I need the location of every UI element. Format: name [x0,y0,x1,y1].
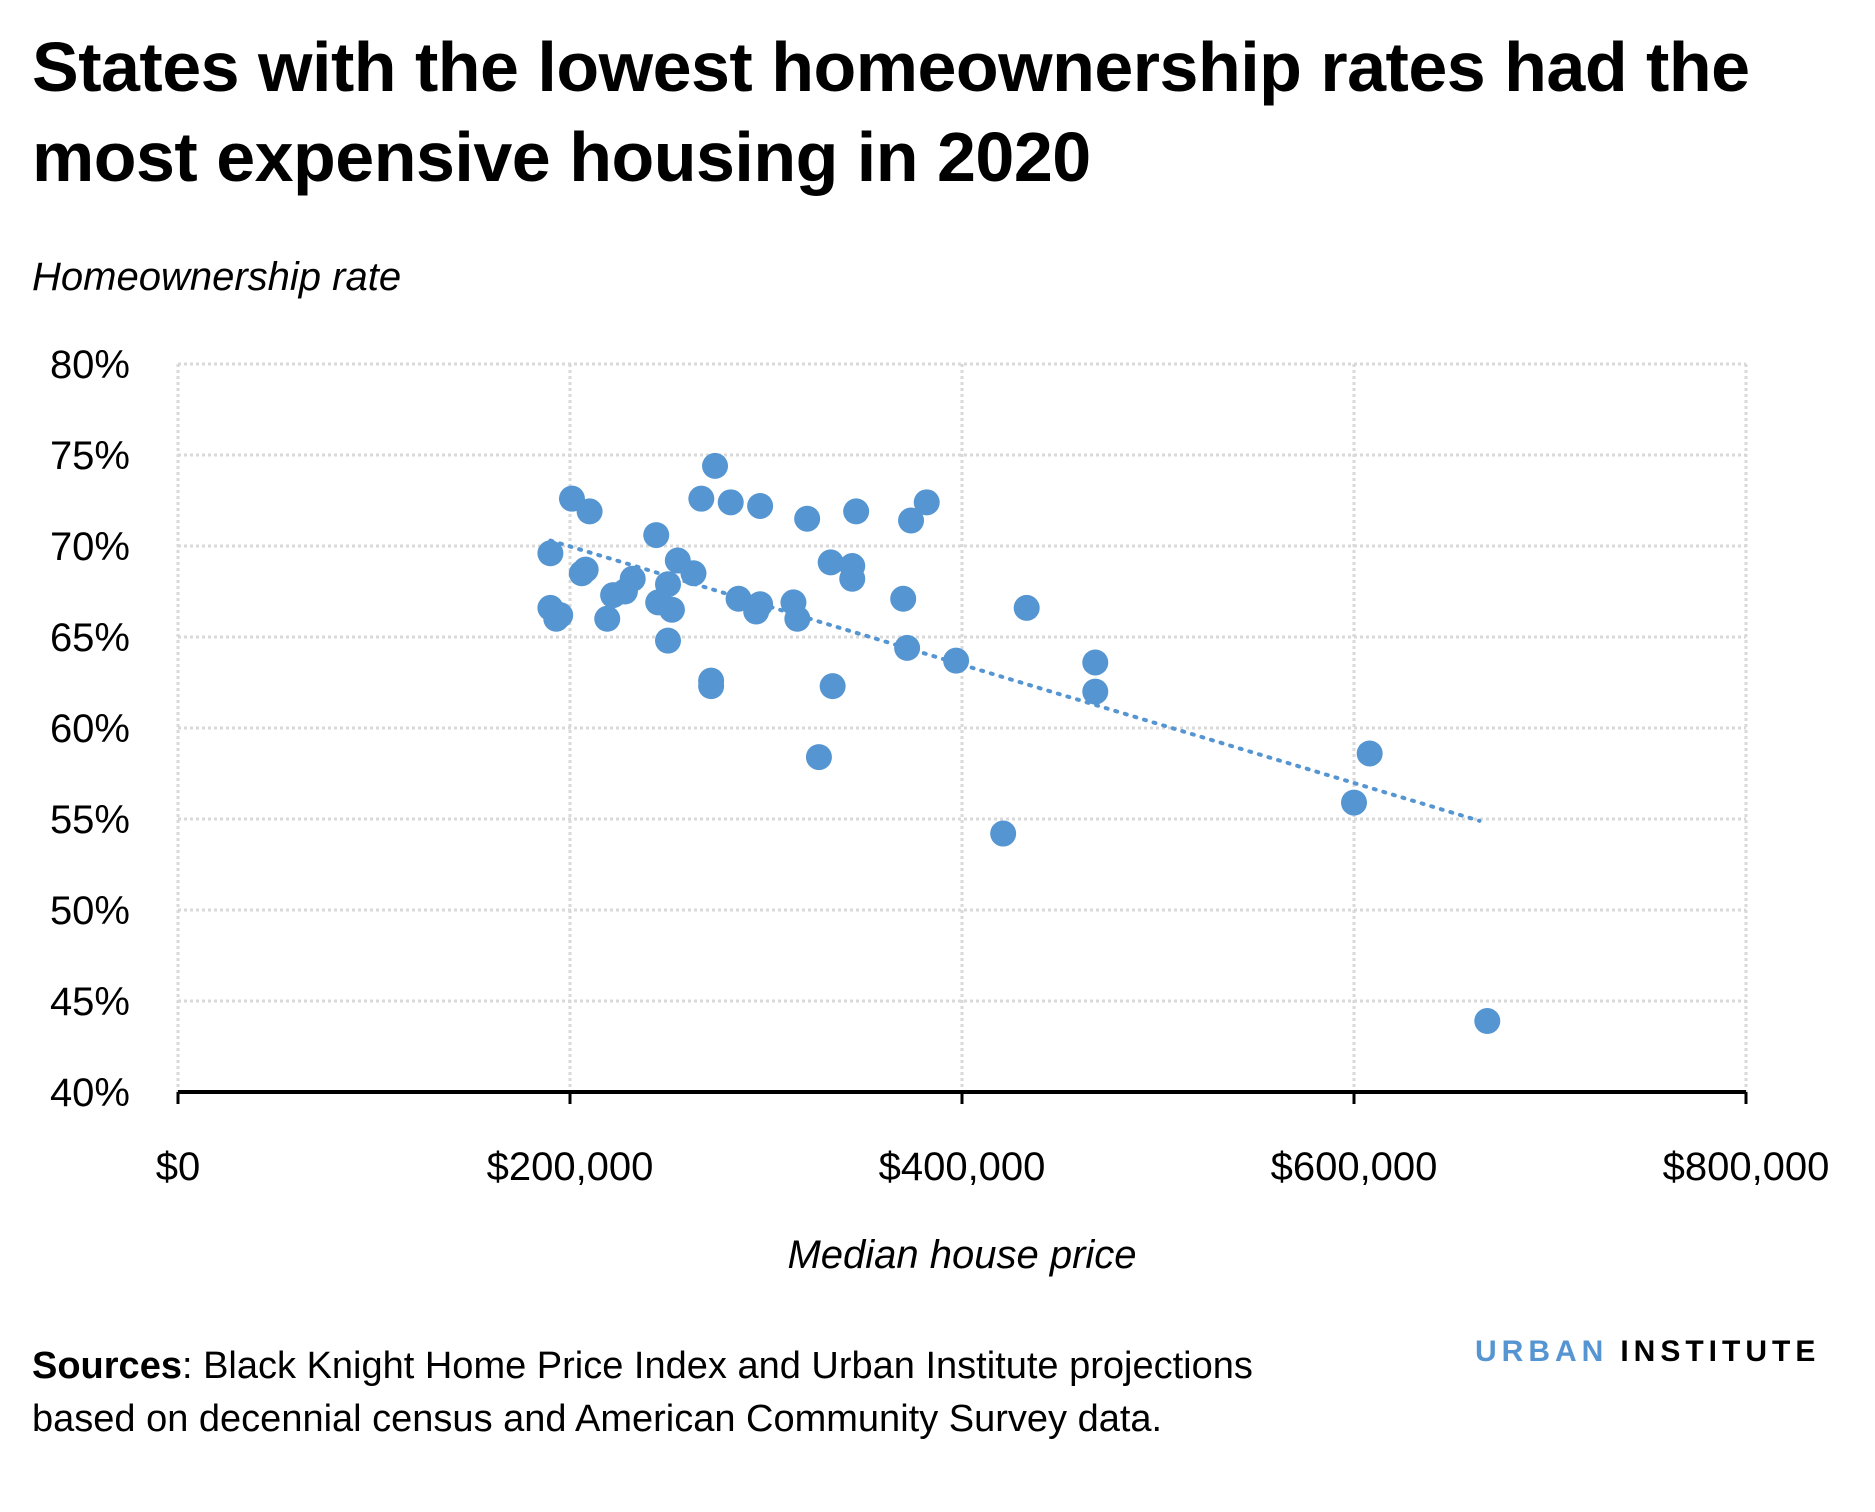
y-tick-label: 60% [50,707,130,751]
x-tick-label: $400,000 [879,1145,1046,1189]
data-point [698,673,725,700]
x-tick-label: $800,000 [1663,1145,1830,1189]
data-point [643,522,670,549]
data-point [943,647,970,674]
data-point [1013,594,1040,621]
data-point [898,507,925,534]
x-axis-label: Median house price [787,1233,1136,1277]
logo-institute: INSTITUTE [1620,1335,1821,1368]
sources-label: Sources [32,1345,182,1387]
y-tick-label: 55% [50,798,130,842]
y-tick-label: 40% [50,1071,130,1115]
data-point [990,820,1017,847]
data-point [594,605,621,632]
data-point [913,489,940,516]
y-tick-label: 65% [50,616,130,660]
data-point [819,673,846,700]
x-tick-label: $0 [156,1145,201,1189]
y-tick-label: 50% [50,889,130,933]
data-point [576,498,603,525]
data-point [1341,789,1367,816]
data-point [839,565,866,592]
data-point [619,565,646,592]
y-tick-label: 80% [50,343,130,387]
trendline [548,538,1482,823]
data-point [680,560,707,587]
data-point [717,489,744,516]
data-point [843,498,870,525]
data-point [688,485,715,512]
data-point [1474,1008,1501,1035]
sources-note: Sources: Black Knight Home Price Index a… [32,1340,1362,1446]
data-point [747,591,774,618]
data-point [572,556,599,583]
data-point [547,602,574,629]
data-point [1082,678,1109,705]
data-point [805,744,832,771]
scatter-chart: 40% 45% 50% 55% 60% 65% 70% 75% 80% $0 $200,000 $40… [50,343,1830,1277]
data-point [655,627,681,654]
logo-urban: URBAN [1475,1335,1609,1368]
data-point [658,596,685,623]
x-tick-label: $600,000 [1271,1145,1438,1189]
data-point [894,634,921,661]
data-point [537,540,564,567]
data-point [794,505,821,532]
data-point [1082,649,1109,676]
y-axis-label: Homeownership rate [32,255,402,299]
data-point [702,452,729,479]
urban-institute-logo: URBAN INSTITUTE [1475,1335,1820,1369]
data-point [1356,740,1383,767]
y-tick-label: 75% [50,434,130,478]
x-tick-label: $200,000 [487,1145,654,1189]
data-point [784,605,811,632]
data-point [890,585,917,612]
data-point [817,549,844,576]
data-point [655,571,681,598]
data-point [747,492,774,519]
sources-text: : Black Knight Home Price Index and Urba… [32,1345,1253,1440]
y-tick-label: 45% [50,980,130,1024]
chart-title: States with the lowest homeownership rat… [32,28,1750,196]
y-tick-label: 70% [50,525,130,569]
